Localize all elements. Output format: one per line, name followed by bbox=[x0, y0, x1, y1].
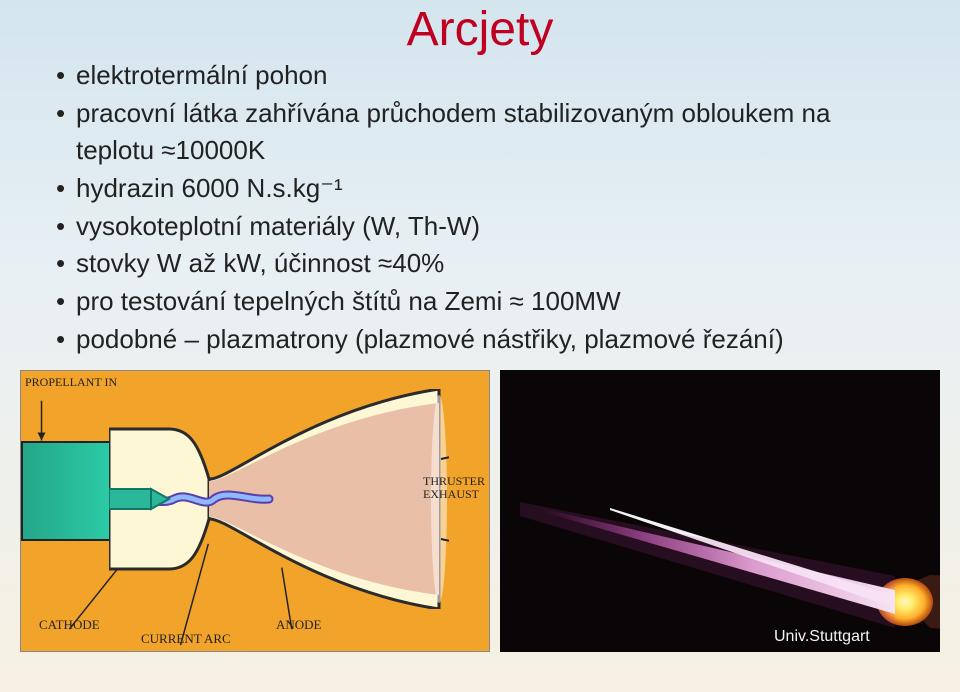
photo-caption: Univ.Stuttgart bbox=[774, 628, 870, 646]
list-item: stovky W až kW, účinnost ≈40% bbox=[56, 245, 960, 283]
list-item: vysokoteplotní materiály (W, Th-W) bbox=[56, 208, 960, 246]
bullet-list: elektrotermální pohon pracovní látka zah… bbox=[56, 57, 960, 359]
arcjet-diagram: PROPELLANT IN bbox=[20, 370, 490, 652]
list-item: pro testování tepelných štítů na Zemi ≈ … bbox=[56, 283, 960, 321]
arcjet-photo: Univ.Stuttgart bbox=[500, 370, 940, 652]
list-item: podobné – plazmatrony (plazmové nástřiky… bbox=[56, 321, 960, 359]
list-item: elektrotermální pohon bbox=[56, 57, 960, 95]
page-title: Arcjety bbox=[0, 2, 960, 57]
list-item: pracovní látka zahřívána průchodem stabi… bbox=[56, 95, 856, 170]
list-item: hydrazin 6000 N.s.kg⁻¹ bbox=[56, 170, 960, 208]
